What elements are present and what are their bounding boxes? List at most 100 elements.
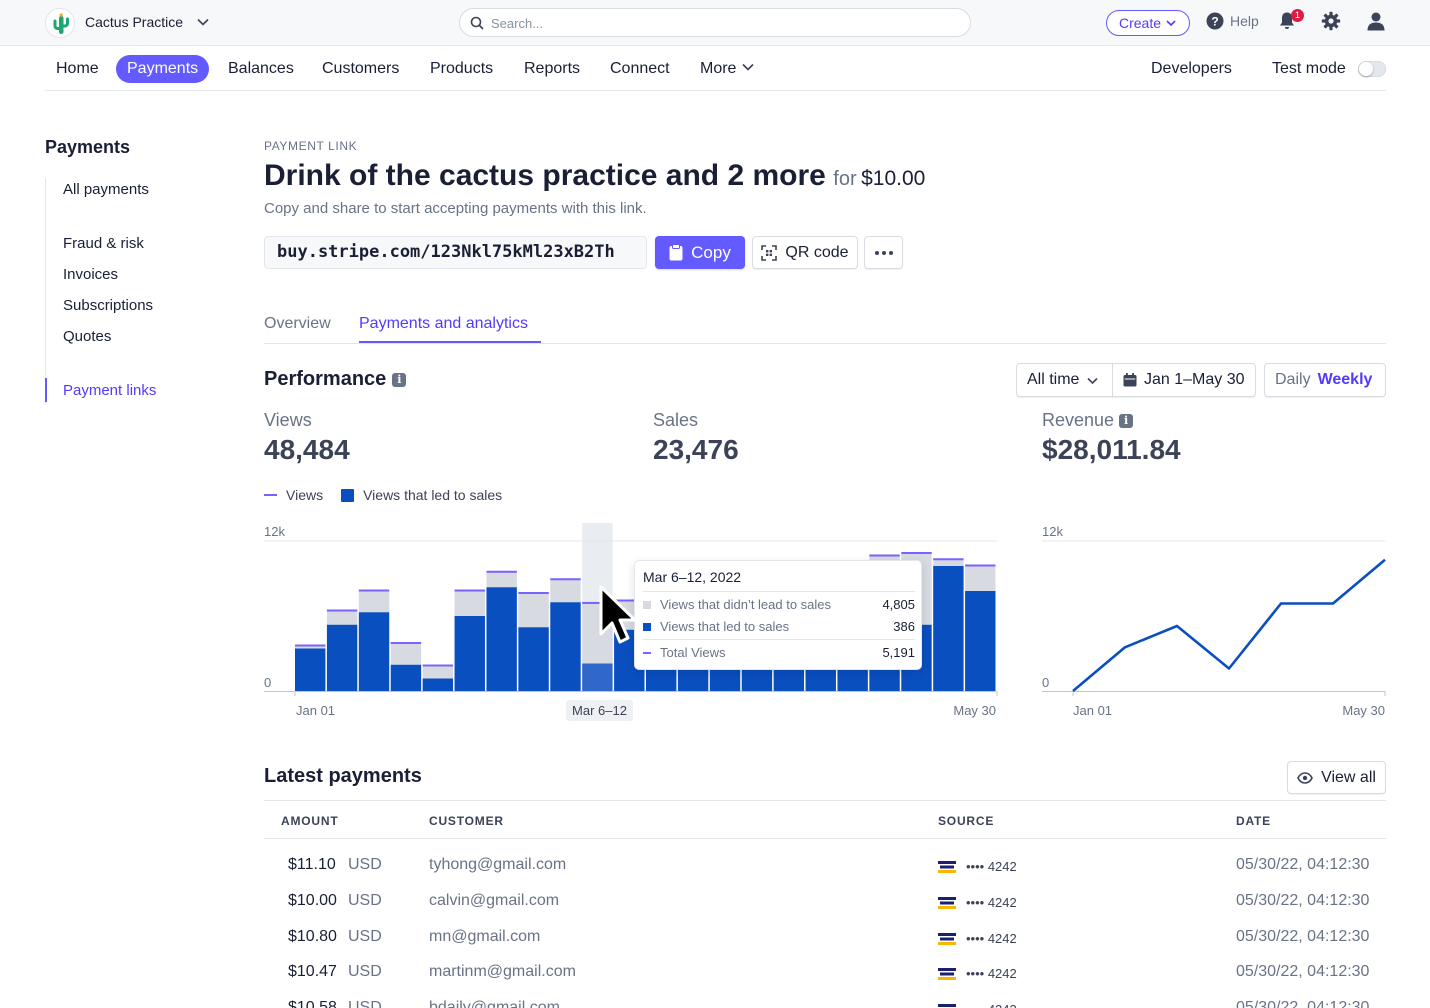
create-button[interactable]: Create (1106, 10, 1190, 36)
nav-home[interactable]: Home (56, 60, 99, 77)
card-brand-icon (938, 861, 956, 873)
tooltip-swatch (643, 622, 651, 631)
eye-icon (1297, 771, 1313, 784)
bell-icon[interactable] (1278, 11, 1296, 31)
nav-balances[interactable]: Balances (228, 60, 294, 77)
table-header-divider (264, 838, 1386, 839)
sidebar-item-subscriptions[interactable]: Subscriptions (63, 297, 154, 314)
payment-source: •••• 4242 (938, 929, 1017, 949)
page-title-text: Drink of the cactus practice and 2 more (264, 159, 826, 192)
card-brand-icon (938, 933, 956, 945)
bar-segment-no-sales (358, 591, 390, 613)
sidebar-item-invoices[interactable]: Invoices (63, 266, 119, 283)
copy-button-label: Copy (691, 242, 731, 262)
table-row[interactable]: $10.80 USD mn@gmail.com •••• 4242 05/30/22, … (264, 927, 1386, 963)
sidebar-active-indicator (45, 378, 47, 402)
nav-customers[interactable]: Customers (322, 60, 400, 77)
help-button[interactable]: ? Help (1206, 12, 1259, 30)
bar-segment-no-sales (422, 666, 454, 679)
payment-source: •••• 4242 (938, 964, 1017, 984)
chevron-down-icon[interactable] (196, 15, 210, 29)
qr-scan-icon (761, 244, 778, 261)
more-options-button[interactable] (864, 236, 903, 269)
view-all-button[interactable]: View all (1287, 761, 1386, 794)
bar-total-views-cap (518, 592, 549, 594)
nav-more[interactable]: More (700, 55, 755, 83)
tab-active-indicator (359, 341, 541, 343)
sidebar-item-all-payments[interactable]: All payments (63, 181, 149, 198)
test-mode-toggle[interactable] (1358, 61, 1386, 77)
nav-developers[interactable]: Developers (1151, 60, 1232, 77)
nav-connect[interactable]: Connect (610, 60, 670, 77)
account-logo[interactable] (45, 8, 75, 38)
column-header-customer: CUSTOMER (429, 814, 504, 828)
page-eyebrow: PAYMENT LINK (264, 139, 358, 153)
bar-segment-no-sales (295, 646, 326, 649)
bar-total-views-cap (422, 664, 454, 667)
cactus-icon (53, 13, 69, 34)
bar-segment-sales (933, 566, 964, 691)
top-bar: Cactus Practice Create ? Help 1 (0, 0, 1430, 46)
card-brand-icon (938, 968, 956, 980)
bar-segment-sales (518, 627, 549, 691)
table-row[interactable]: $10.00 USD calvin@gmail.com •••• 4242 05/30/… (264, 891, 1386, 927)
nav-products[interactable]: Products (430, 60, 494, 77)
payment-link-url[interactable]: buy.stripe.com/123Nkl75kMl23xB2Th (264, 236, 647, 269)
table-row[interactable]: $10.47 USD martinm@gmail.com •••• 4242 05/30… (264, 962, 1386, 998)
chevron-down-icon (1087, 377, 1099, 384)
search-bar[interactable] (459, 8, 971, 37)
nav-payments[interactable]: Payments (116, 55, 210, 83)
page-title: Drink of the cactus practice and 2 more … (264, 159, 925, 193)
views-metric-label: Views (264, 410, 312, 430)
table-row[interactable]: $10.58 USD bdaily@gmail.com •••• 4242 05/30/… (264, 998, 1386, 1008)
qr-code-button[interactable]: QR code (752, 236, 858, 269)
sidebar-divider (45, 178, 46, 403)
range-select[interactable]: All time (1016, 363, 1113, 397)
account-name[interactable]: Cactus Practice (85, 14, 184, 30)
payment-card-last4: •••• 4242 (966, 895, 1017, 910)
nav-reports[interactable]: Reports (524, 60, 581, 77)
qr-code-label: QR code (785, 243, 849, 261)
sidebar-item-payment-links[interactable]: Payment links (63, 382, 157, 399)
tab-bar: Overview Payments and analytics (264, 310, 1386, 344)
payment-card-last4: •••• 4242 (966, 931, 1017, 946)
table-row[interactable]: $11.10 USD tyhong@gmail.com •••• 4242 05/30/… (264, 855, 1386, 891)
payment-amount: $10.80 (288, 928, 337, 945)
bar-segment-sales (582, 663, 613, 691)
page-subtitle: Copy and share to start accepting paymen… (264, 200, 647, 217)
card-brand-icon (938, 897, 956, 909)
payment-date: 05/30/22, 04:12:30 (1236, 928, 1370, 945)
sidebar-item-fraud-risk[interactable]: Fraud & risk (63, 235, 144, 252)
user-icon[interactable] (1366, 11, 1386, 31)
granularity-weekly[interactable]: Weekly (1317, 371, 1373, 388)
latest-payments-title: Latest payments (264, 765, 422, 787)
granularity-daily[interactable]: Daily (1275, 371, 1311, 388)
bar-segment-no-sales (454, 591, 485, 616)
tooltip-divider (643, 591, 915, 592)
payment-customer: bdaily@gmail.com (429, 999, 560, 1008)
chart-tooltip: Mar 6–12, 2022 Views that didn’t lead to… (634, 560, 922, 670)
date-range-picker[interactable]: Jan 1–May 30 (1112, 363, 1256, 397)
gear-icon[interactable] (1321, 11, 1341, 31)
payment-amount: $10.47 (288, 963, 337, 980)
payment-amount: $10.58 (288, 999, 337, 1008)
view-all-label: View all (1321, 768, 1376, 786)
column-header-amount: AMOUNT (281, 814, 339, 828)
sidebar-title: Payments (45, 137, 131, 157)
info-icon[interactable]: i (1119, 413, 1134, 428)
sidebar-item-quotes[interactable]: Quotes (63, 328, 112, 345)
payment-date: 05/30/22, 04:12:30 (1236, 963, 1370, 980)
payment-customer: martinm@gmail.com (429, 963, 576, 980)
sales-metric-value: 23,476 (653, 434, 739, 465)
tab-payments-analytics[interactable]: Payments and analytics (359, 315, 528, 332)
payment-currency: USD (348, 999, 382, 1008)
info-icon[interactable]: i (392, 372, 407, 387)
bar-segment-no-sales (965, 566, 996, 591)
tab-overview[interactable]: Overview (264, 315, 331, 332)
search-input[interactable] (491, 13, 961, 33)
copy-button[interactable]: Copy (655, 236, 745, 269)
column-header-source: SOURCE (938, 814, 995, 828)
payment-amount: $10.00 (288, 892, 337, 909)
payment-currency: USD (348, 963, 382, 980)
test-mode-label: Test mode (1272, 60, 1346, 77)
